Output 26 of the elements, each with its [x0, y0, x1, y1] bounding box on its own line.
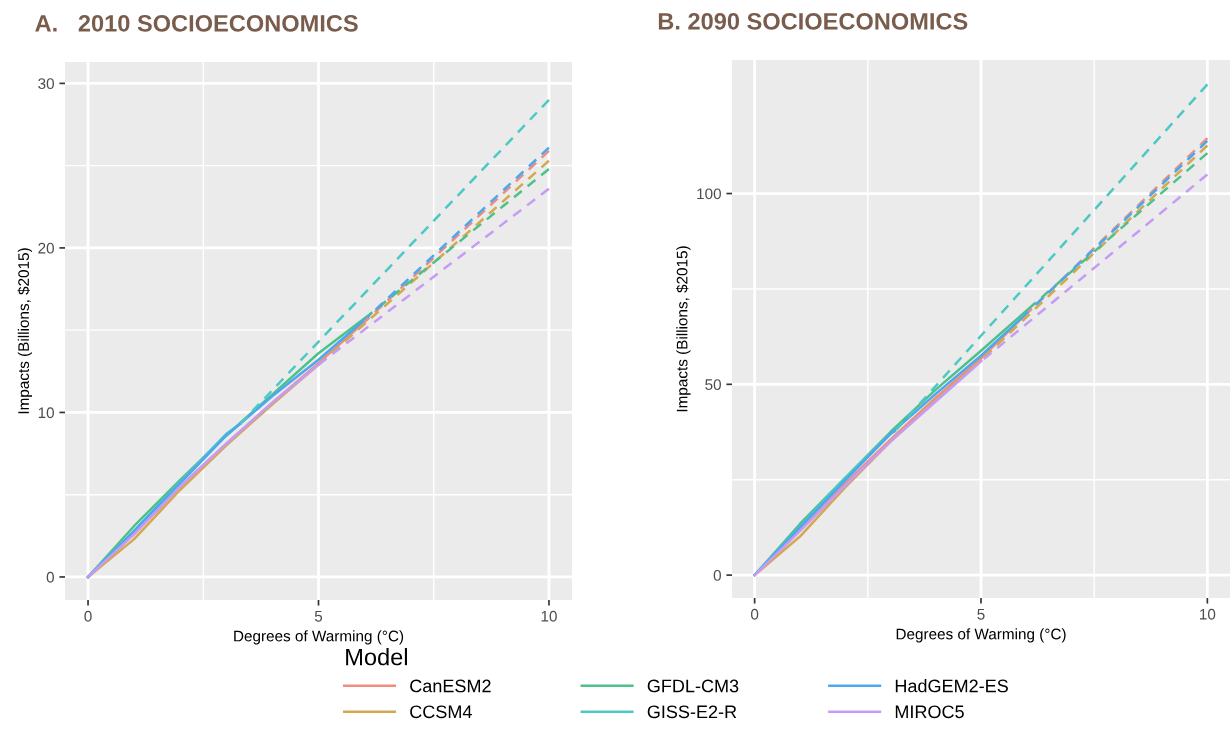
- y-tick-label: 20: [38, 242, 54, 254]
- y-axis-title: Impacts (Billions, $2015): [17, 248, 33, 414]
- chart-title: B. 2090 SOCIOECONOMICS: [658, 12, 968, 30]
- legend-label: CanESM2: [410, 679, 491, 693]
- y-tick-label: 0: [713, 569, 721, 581]
- legend-label: GFDL-CM3: [647, 679, 739, 693]
- x-tick-label: 10: [1200, 608, 1216, 620]
- legend-label: HadGEM2-ES: [895, 679, 1008, 693]
- x-tick-label: 0: [84, 610, 92, 622]
- y-axis-title: Impacts (Billions, $2015): [676, 246, 691, 412]
- y-tick-label: 10: [38, 407, 54, 419]
- legend-label: CCSM4: [410, 705, 472, 719]
- legend-title: Model: [346, 648, 407, 666]
- y-tick-label: 0: [46, 571, 54, 583]
- y-tick-label: 100: [697, 188, 721, 200]
- legend-label: MIROC5: [895, 705, 964, 719]
- y-tick-label: 50: [705, 379, 721, 391]
- y-tick-label: 30: [38, 78, 54, 90]
- x-tick-label: 5: [977, 608, 985, 620]
- x-axis-title: Degrees of Warming (°C): [896, 628, 1066, 643]
- x-tick-label: 10: [541, 610, 557, 622]
- x-tick-label: 0: [750, 608, 759, 620]
- x-tick-label: 5: [314, 610, 323, 622]
- chart-title: A. 2010 SOCIOECONOMICS: [35, 14, 358, 32]
- legend-label: GISS-E2-R: [647, 705, 737, 719]
- x-axis-title: Degrees of Warming (°C): [234, 630, 404, 645]
